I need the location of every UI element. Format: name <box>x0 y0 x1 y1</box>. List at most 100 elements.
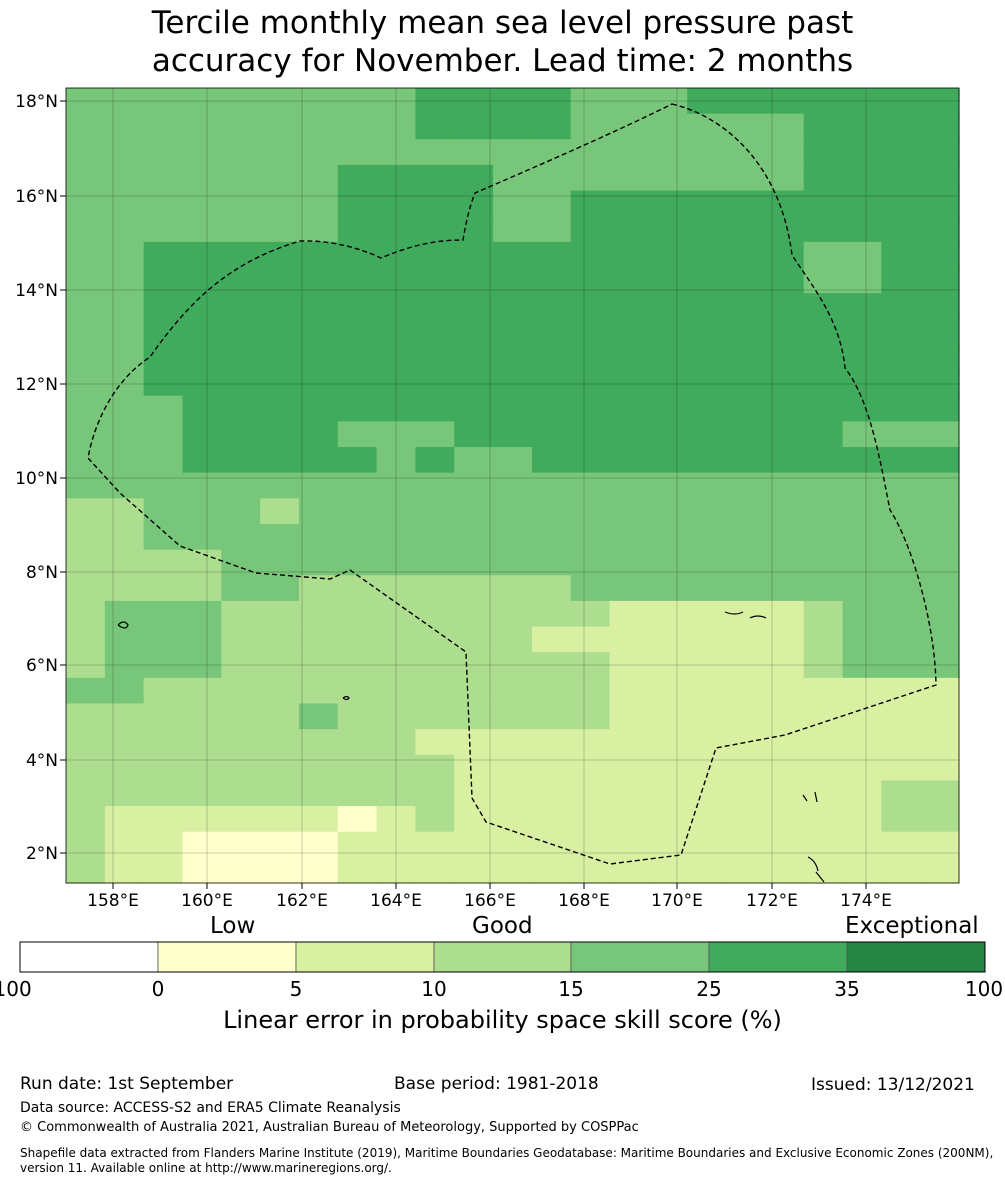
grid-cell <box>454 806 494 833</box>
grid-cell <box>376 190 417 217</box>
grid-cell <box>104 729 145 756</box>
grid-cell <box>298 831 339 858</box>
grid-cell <box>609 575 649 602</box>
grid-cell <box>881 293 921 320</box>
grid-cell <box>842 216 882 243</box>
grid-cell <box>298 575 339 602</box>
grid-cell <box>570 241 611 269</box>
grid-cell <box>182 190 222 217</box>
grid-cell <box>143 652 184 679</box>
lon-label: 174°E <box>840 891 892 911</box>
grid-cell <box>531 703 572 730</box>
grid-cell <box>920 216 960 243</box>
colorbar-tick: -100 <box>0 977 32 1001</box>
grid-cell <box>726 703 766 730</box>
grid-cell <box>648 190 688 217</box>
grid-cell <box>570 216 611 243</box>
grid-cell <box>609 703 649 730</box>
grid-cell <box>337 164 378 192</box>
grid-cell <box>182 754 222 782</box>
grid-cell <box>803 139 844 166</box>
grid-cell <box>104 857 145 884</box>
grid-cell <box>493 780 533 807</box>
grid-cell <box>454 421 494 448</box>
colorbar-tick: 5 <box>289 977 303 1001</box>
grid-cell <box>337 652 378 679</box>
grid-cell <box>493 600 533 628</box>
grid-cell <box>493 421 533 448</box>
grid-cell <box>143 395 184 422</box>
grid-cell <box>143 113 184 140</box>
grid-cell <box>687 857 727 884</box>
grid-cell <box>764 523 805 551</box>
grid-cell <box>376 600 417 628</box>
grid-cell <box>726 523 766 551</box>
grid-cell <box>842 498 882 525</box>
colorbar-tick: 100 <box>964 977 1004 1001</box>
grid-cell <box>764 626 805 653</box>
grid-cell <box>842 88 882 115</box>
grid-cell <box>376 370 417 397</box>
grid-cell <box>764 395 805 422</box>
grid-cell <box>920 267 960 294</box>
grid-cell <box>66 395 106 422</box>
grid-cell <box>920 806 960 833</box>
grid-cell <box>648 523 688 551</box>
grid-cell <box>182 318 222 346</box>
grid-cell <box>66 344 106 371</box>
grid-cell <box>726 677 766 705</box>
grid-cell <box>609 677 649 705</box>
grid-cell <box>415 447 455 474</box>
lon-label: 164°E <box>370 891 422 911</box>
grid-cell <box>842 370 882 397</box>
grid-cell <box>454 857 494 884</box>
grid-cell <box>182 113 222 140</box>
grid-cell <box>493 164 533 192</box>
grid-cell <box>570 293 611 320</box>
grid-cell <box>570 806 611 833</box>
grid-cell <box>726 164 766 192</box>
grid-cell <box>764 318 805 346</box>
grid-cell <box>454 267 494 294</box>
grid-cell <box>920 780 960 807</box>
grid-cell <box>803 626 844 653</box>
grid-cell <box>803 267 844 294</box>
grid-cell <box>337 421 378 448</box>
grid-cell <box>221 831 261 858</box>
grid-cell <box>104 164 145 192</box>
grid-cell <box>415 754 455 782</box>
grid-cell <box>570 113 611 140</box>
grid-cell <box>531 857 572 884</box>
grid-cell <box>920 472 960 499</box>
grid-cell <box>415 652 455 679</box>
colorbar-tick: 35 <box>834 977 860 1001</box>
lat-label: 10°N <box>15 469 58 489</box>
grid-cell <box>104 498 145 525</box>
grid-cell <box>66 216 106 243</box>
grid-cell <box>609 729 649 756</box>
grid-cell <box>493 626 533 653</box>
grid-cell <box>260 780 300 807</box>
grid-cell <box>687 831 727 858</box>
grid-cell <box>415 575 455 602</box>
grid-cell <box>337 293 378 320</box>
grid-cell <box>454 831 494 858</box>
colorbar-tick: 0 <box>151 977 165 1001</box>
grid-cell <box>182 831 222 858</box>
grid-cell <box>726 652 766 679</box>
grid-cell <box>803 447 844 474</box>
grid-cell <box>881 575 921 602</box>
grid-cell <box>803 88 844 115</box>
grid-cell <box>842 831 882 858</box>
grid-cell <box>764 600 805 628</box>
grid-cell <box>609 88 649 115</box>
grid-cell <box>337 498 378 525</box>
lat-label: 6°N <box>26 656 58 676</box>
grid-cell <box>260 370 300 397</box>
grid-cell <box>531 318 572 346</box>
grid-cell <box>687 677 727 705</box>
grid-cell <box>376 498 417 525</box>
grid-cell <box>298 113 339 140</box>
grid-cell <box>803 421 844 448</box>
grid-cell <box>531 139 572 166</box>
